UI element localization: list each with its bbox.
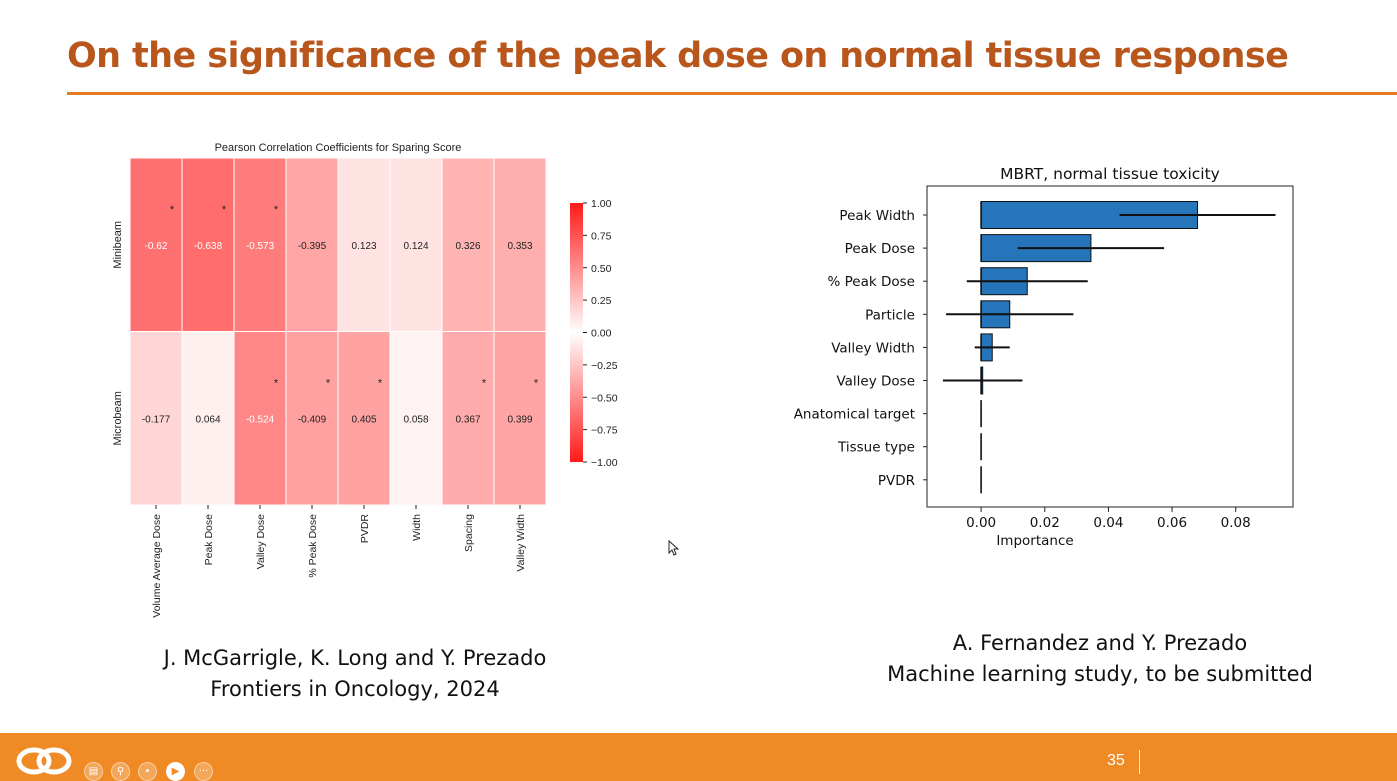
- heatmap-cell-value: 0.123: [351, 241, 376, 252]
- pointer-icon[interactable]: •: [138, 762, 157, 781]
- colorbar-tick-label: 0.75: [591, 230, 612, 242]
- heatmap-cell: [441, 331, 495, 506]
- heatmap-cell-value: 0.399: [507, 414, 532, 425]
- heatmap-column-label: Valley Width: [515, 514, 527, 572]
- heatmap-cell: [389, 157, 443, 332]
- category-label: Peak Dose: [845, 241, 915, 257]
- left-citation-line-2: Frontiers in Oncology, 2024: [210, 677, 500, 701]
- heatmap-column-label: Valley Dose: [255, 514, 267, 569]
- heatmap-cell-value: -0.573: [246, 241, 275, 252]
- x-tick-label: 0.02: [1030, 515, 1060, 531]
- title-underline: [67, 92, 1397, 95]
- left-citation: J. McGarrigle, K. Long and Y. Prezado Fr…: [130, 643, 580, 705]
- significance-marker: *: [274, 204, 279, 216]
- bar-chart-frame: [926, 185, 1294, 508]
- significance-marker: *: [274, 378, 279, 390]
- significance-marker: *: [482, 378, 487, 390]
- row-label: Minibeam: [112, 221, 124, 269]
- x-tick-label: 0.04: [1093, 515, 1123, 531]
- logo-icon: [16, 747, 72, 775]
- heatmap-column-label: Spacing: [463, 514, 475, 552]
- category-label: Tissue type: [837, 440, 915, 456]
- significance-marker: *: [326, 378, 331, 390]
- mouse-cursor-icon: [668, 540, 680, 556]
- heatmap-cell: [441, 157, 495, 332]
- bar-chart-title: MBRT, normal tissue toxicity: [1000, 165, 1220, 183]
- colorbar-tick-label: 0.25: [591, 295, 612, 307]
- heatmap-cell-value: 0.124: [403, 241, 428, 252]
- heatmap-cell: [493, 331, 547, 506]
- right-citation-line-2: Machine learning study, to be submitted: [887, 662, 1313, 686]
- right-citation: A. Fernandez and Y. Prezado Machine lear…: [860, 628, 1340, 690]
- colorbar-tick-label: −0.25: [591, 360, 618, 372]
- page-number-separator: [1139, 750, 1140, 774]
- footer-bar: [0, 733, 1397, 781]
- heatmap-cell: [181, 331, 235, 506]
- zoom-icon[interactable]: ⚲: [111, 762, 130, 781]
- category-label: Particle: [865, 307, 915, 323]
- colorbar-tick-label: 0.50: [591, 263, 612, 275]
- significance-marker: *: [170, 204, 175, 216]
- colorbar-tick-label: 1.00: [591, 198, 612, 210]
- heatmap-cell-value: -0.177: [142, 414, 171, 425]
- colorbar-tick-label: −1.00: [591, 457, 618, 469]
- more-icon[interactable]: ···: [194, 762, 213, 781]
- category-label: Anatomical target: [794, 407, 915, 423]
- heatmap-cell-value: 0.405: [351, 414, 376, 425]
- significance-marker: *: [222, 204, 227, 216]
- colorbar-tick-label: −0.50: [591, 392, 618, 404]
- heatmap-cell-value: 0.058: [403, 414, 428, 425]
- category-label: Valley Dose: [836, 374, 915, 390]
- slide-title: On the significance of the peak dose on …: [67, 36, 1289, 76]
- slides-icon[interactable]: ▤: [84, 762, 103, 781]
- heatmap-cell-value: 0.064: [195, 414, 220, 425]
- row-label: Microbeam: [112, 391, 124, 445]
- heatmap-column-label: % Peak Dose: [307, 514, 319, 578]
- heatmap-cell-value: 0.367: [455, 414, 480, 425]
- heatmap-column-label: PVDR: [359, 514, 371, 544]
- heatmap-cell: [493, 157, 547, 332]
- heatmap-title: Pearson Correlation Coefficients for Spa…: [215, 142, 462, 154]
- heatmap-cell-value: 0.326: [455, 241, 480, 252]
- heatmap-cell: [129, 331, 183, 506]
- heatmap-cell-value: 0.353: [507, 241, 532, 252]
- heatmap-cell-value: -0.524: [246, 414, 275, 425]
- category-label: PVDR: [878, 473, 915, 489]
- camera-icon[interactable]: ▶: [166, 762, 185, 781]
- heatmap-cell-value: -0.395: [298, 241, 327, 252]
- significance-marker: *: [534, 378, 539, 390]
- heatmap-cell: [285, 157, 339, 332]
- heatmap-column-label: Width: [411, 514, 423, 541]
- x-tick-label: 0.08: [1221, 515, 1251, 531]
- heatmap-cell: [285, 331, 339, 506]
- heatmap-cell-value: -0.62: [145, 241, 168, 252]
- heatmap-cell-value: -0.409: [298, 414, 327, 425]
- heatmap-cell-value: -0.638: [194, 241, 223, 252]
- heatmap-column-label: Peak Dose: [203, 514, 215, 566]
- x-tick-label: 0.00: [966, 515, 996, 531]
- colorbar-tick-label: 0.00: [591, 328, 612, 340]
- x-tick-label: 0.06: [1157, 515, 1187, 531]
- heatmap-column-label: Volume Average Dose: [151, 514, 163, 618]
- x-axis-label: Importance: [996, 533, 1073, 549]
- colorbar-tick-label: −0.75: [591, 425, 618, 437]
- category-label: % Peak Dose: [828, 274, 915, 290]
- heatmap-cell: [181, 157, 235, 332]
- page-number: 35: [1107, 752, 1125, 769]
- category-label: Peak Width: [839, 208, 915, 224]
- colorbar: [570, 203, 583, 462]
- significance-marker: *: [378, 378, 383, 390]
- left-citation-line-1: J. McGarrigle, K. Long and Y. Prezado: [163, 646, 547, 670]
- category-label: Valley Width: [831, 340, 915, 356]
- right-citation-line-1: A. Fernandez and Y. Prezado: [952, 631, 1248, 655]
